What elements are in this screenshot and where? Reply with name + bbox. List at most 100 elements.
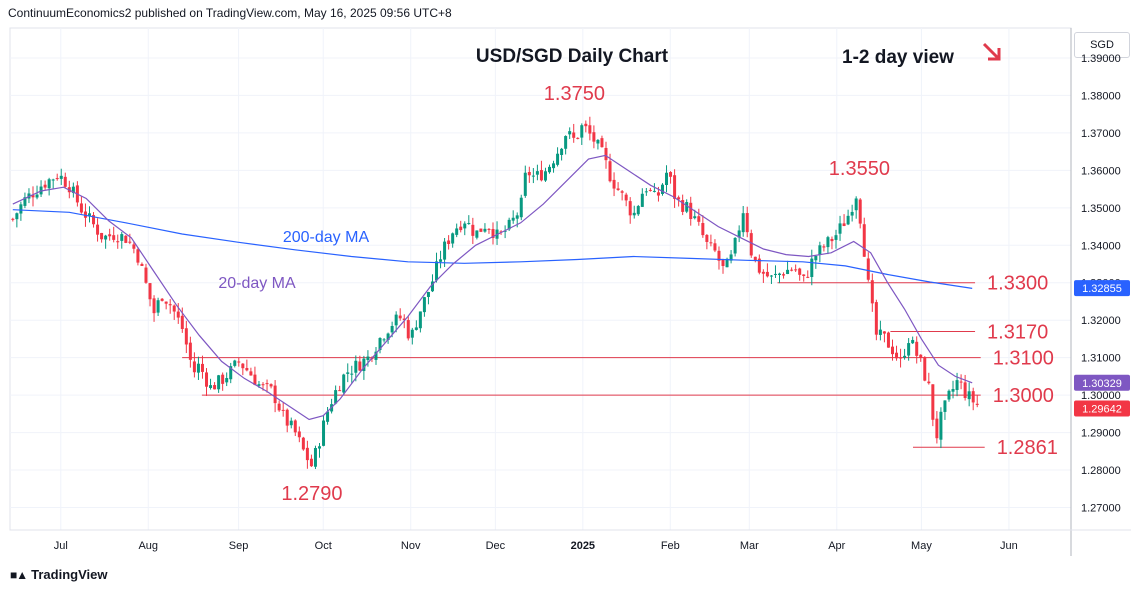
candle-body xyxy=(104,235,108,240)
candle-body xyxy=(15,213,19,220)
candle-body xyxy=(830,238,834,242)
price-labels: 1.32855 1.30329 1.29642 xyxy=(1074,280,1130,417)
candle-body xyxy=(697,216,701,222)
candle-body xyxy=(394,314,398,326)
candle-body xyxy=(761,271,765,274)
candle-body xyxy=(132,244,136,249)
candle-body xyxy=(221,374,225,384)
candle-body xyxy=(422,297,426,313)
candle-body xyxy=(769,275,773,277)
candle-body xyxy=(475,230,479,238)
candle-body xyxy=(862,224,866,257)
candle-body xyxy=(402,318,406,321)
candle-body xyxy=(269,384,273,387)
currency-selector[interactable]: SGD xyxy=(1074,32,1130,58)
candle-body xyxy=(919,354,923,358)
candle-body xyxy=(846,215,850,225)
candle-body xyxy=(923,357,927,381)
candle-body xyxy=(350,373,354,375)
candle-body xyxy=(229,366,233,380)
candle-body xyxy=(439,259,443,262)
candle-body xyxy=(963,382,967,398)
candle-body xyxy=(233,360,237,366)
price-label-text: 1.32855 xyxy=(1082,283,1122,295)
price-tick-label: 1.32000 xyxy=(1081,315,1121,327)
candle-body xyxy=(527,171,531,176)
candle-body xyxy=(136,249,140,263)
price-label-box xyxy=(1074,280,1130,297)
candle-body xyxy=(289,420,293,426)
candle-body xyxy=(168,304,172,306)
candle-body xyxy=(580,125,584,138)
candle-body xyxy=(826,237,830,248)
candle-body xyxy=(172,305,176,312)
candle-body xyxy=(886,332,890,348)
candle-body xyxy=(822,246,826,248)
candle-body xyxy=(903,355,907,358)
candle-body xyxy=(92,215,96,225)
price-label-box xyxy=(1074,374,1130,391)
candle-body xyxy=(184,328,188,345)
candle-body xyxy=(935,418,939,439)
candle-body xyxy=(309,458,313,467)
candle-body xyxy=(890,346,894,355)
candle-body xyxy=(51,179,55,181)
footer: ■▲ TradingView xyxy=(10,567,107,582)
candle-body xyxy=(644,191,648,193)
candle-body xyxy=(624,194,628,201)
candle-body xyxy=(116,241,120,243)
candle-body xyxy=(640,193,644,207)
candle-body xyxy=(895,352,899,359)
candle-body xyxy=(23,197,27,206)
candle-body xyxy=(390,325,394,333)
candle-body xyxy=(927,381,931,384)
price-tick-label: 1.27000 xyxy=(1081,503,1121,515)
price-tick-label: 1.30000 xyxy=(1081,390,1121,402)
candle-body xyxy=(600,138,604,148)
time-tick-label: Mar xyxy=(740,540,759,552)
price-tick-label: 1.37000 xyxy=(1081,128,1121,140)
ma200-line xyxy=(12,209,973,289)
candle-body xyxy=(451,233,455,244)
tv-logo-icon: ■▲ xyxy=(10,567,28,582)
extreme-label: 1.2790 xyxy=(281,483,342,505)
candle-body xyxy=(148,283,152,300)
candle-body xyxy=(374,351,378,360)
candle-body xyxy=(144,267,148,283)
candle-body xyxy=(241,363,245,369)
candle-body xyxy=(806,276,810,278)
candle-body xyxy=(519,197,523,218)
candle-body xyxy=(564,136,568,149)
candle-body xyxy=(636,206,640,215)
candle-body xyxy=(693,216,697,219)
candle-body xyxy=(931,384,935,420)
candle-body xyxy=(378,338,382,351)
candle-body xyxy=(584,123,588,127)
candle-body xyxy=(681,200,685,212)
chart-title: USD/SGD Daily Chart xyxy=(476,46,669,67)
candle-body xyxy=(669,172,673,177)
candle-body xyxy=(677,197,681,200)
candle-body xyxy=(31,195,35,198)
candle-body xyxy=(842,223,846,226)
candle-body xyxy=(503,230,507,232)
candle-body xyxy=(265,383,269,385)
candle-body xyxy=(83,211,87,218)
candle-body xyxy=(108,234,112,237)
footer-brand[interactable]: TradingView xyxy=(31,567,108,582)
candle-body xyxy=(96,224,100,235)
time-tick-label: Feb xyxy=(661,540,680,552)
candle-body xyxy=(648,189,652,191)
candle-body xyxy=(778,273,782,275)
candle-body xyxy=(59,175,63,179)
candle-body xyxy=(237,361,241,363)
price-tick-label: 1.28000 xyxy=(1081,465,1121,477)
candle-body xyxy=(71,186,75,193)
candle-body xyxy=(717,250,721,261)
candle-body xyxy=(156,300,160,313)
candle-body xyxy=(878,329,882,335)
candle-body xyxy=(483,228,487,232)
price-label-text: 1.29642 xyxy=(1082,404,1122,416)
candle-body xyxy=(628,201,632,216)
